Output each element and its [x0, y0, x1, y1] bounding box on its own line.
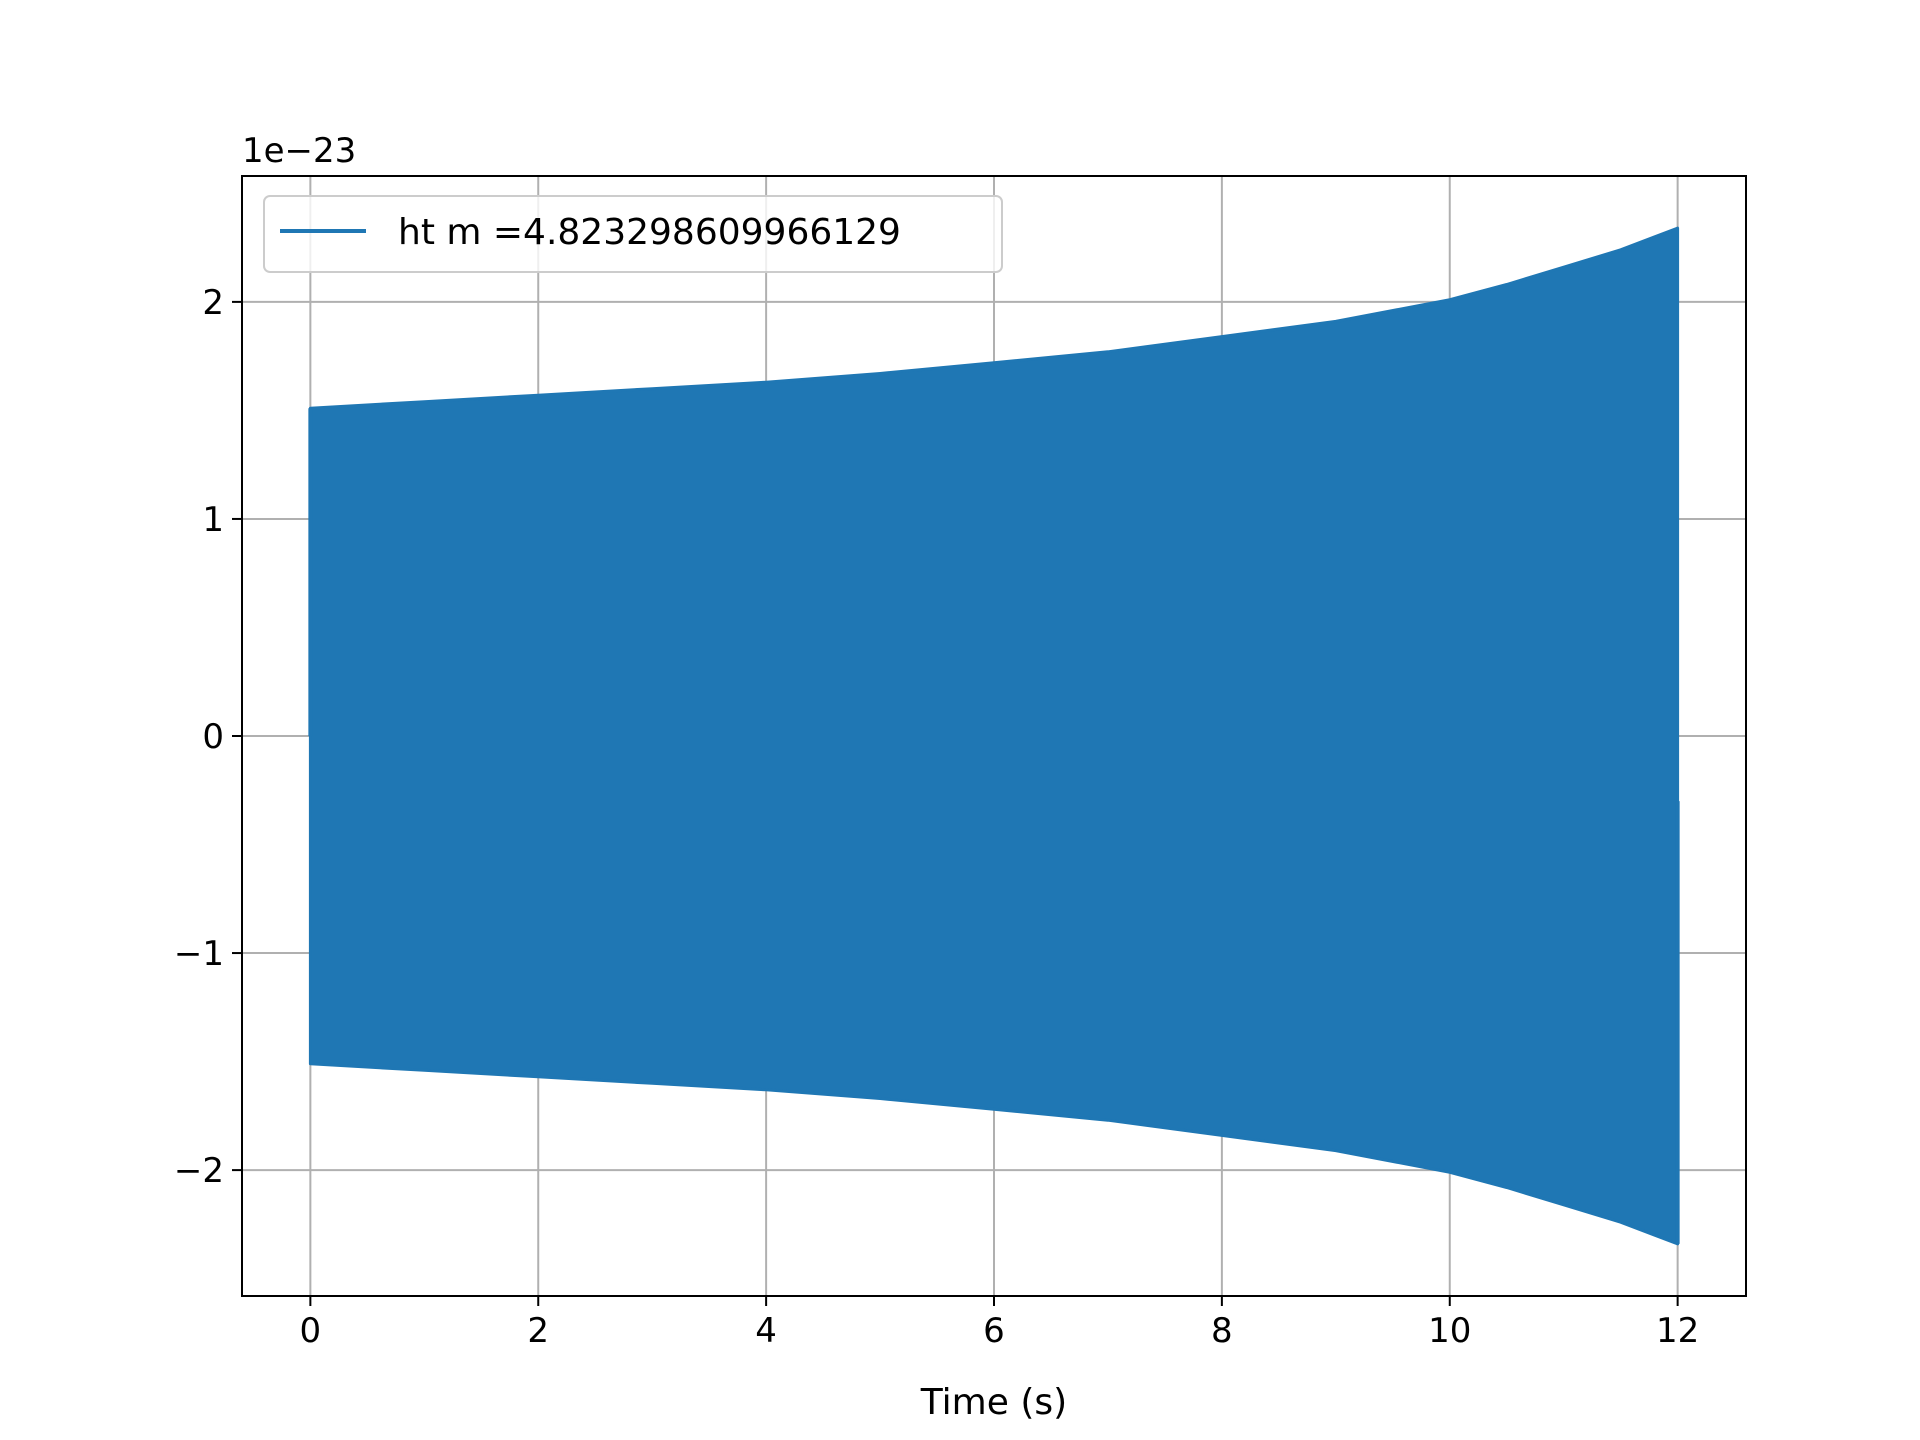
x-tick-label: 8: [1211, 1311, 1233, 1351]
y-axis: −2 −1 0 1 2: [174, 283, 242, 1191]
y-tick-label: −2: [174, 1151, 224, 1191]
y-tick-label: 2: [202, 283, 224, 323]
x-axis-label: Time (s): [920, 1382, 1067, 1423]
x-tick-label: 10: [1428, 1311, 1471, 1351]
legend-label: ht m =4.823298609966129: [398, 212, 901, 253]
x-tick-label: 12: [1656, 1311, 1699, 1351]
x-axis: 0 2 4 6 8 10 12: [300, 1296, 1699, 1351]
y-offset-label: 1e−23: [242, 131, 356, 171]
series-layer: [308, 226, 1680, 1246]
x-tick-label: 4: [755, 1311, 777, 1351]
legend: ht m =4.823298609966129: [263, 195, 1003, 273]
y-tick-label: −1: [174, 934, 224, 974]
x-tick-label: 2: [527, 1311, 549, 1351]
y-tick-label: 1: [202, 500, 224, 540]
legend-box: [263, 195, 1003, 273]
x-tick-label: 0: [300, 1311, 322, 1351]
y-tick-label: 0: [202, 717, 224, 757]
x-tick-label: 6: [983, 1311, 1005, 1351]
